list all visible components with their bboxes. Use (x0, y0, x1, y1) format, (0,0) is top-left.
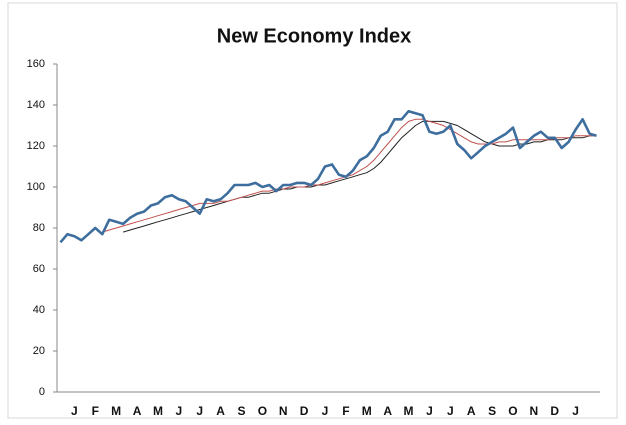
y-tick-label: 100 (27, 181, 45, 193)
x-tick-label: F (342, 404, 349, 418)
x-tick-label: J (447, 404, 454, 418)
x-tick-label: A (216, 404, 225, 418)
x-tick-label: D (550, 404, 559, 418)
x-tick-label: J (71, 404, 78, 418)
x-tick-label: A (467, 404, 476, 418)
y-tick-label: 60 (33, 263, 45, 275)
x-tick-label: M (153, 404, 163, 418)
y-tick-label: 140 (27, 99, 45, 111)
series-line (59, 109, 597, 244)
y-tick-label: 120 (27, 140, 45, 152)
series-line (102, 118, 597, 233)
x-tick-label: N (530, 404, 539, 418)
y-tick-label: 40 (33, 304, 45, 316)
x-tick-label: A (383, 404, 392, 418)
x-tick-label: O (508, 404, 517, 418)
x-tick-label: A (133, 404, 142, 418)
x-tick-label: O (258, 404, 267, 418)
x-tick-label: M (362, 404, 372, 418)
chart-title: New Economy Index (217, 25, 412, 47)
x-tick-label: S (237, 404, 245, 418)
y-tick-label: 160 (27, 58, 45, 70)
y-tick-label: 80 (33, 222, 45, 234)
x-tick-label: M (111, 404, 121, 418)
x-tick-label: D (300, 404, 309, 418)
x-tick-label: N (279, 404, 288, 418)
x-tick-label: F (92, 404, 99, 418)
x-tick-label: J (196, 404, 203, 418)
y-tick-label: 0 (39, 386, 45, 398)
x-tick-label: S (488, 404, 496, 418)
x-tick-label: J (572, 404, 579, 418)
x-tick-label: J (175, 404, 182, 418)
chart-frame (7, 2, 618, 419)
y-tick-label: 20 (33, 345, 45, 357)
x-tick-label: J (322, 404, 329, 418)
x-tick-label: J (426, 404, 433, 418)
x-tick-label: M (404, 404, 414, 418)
